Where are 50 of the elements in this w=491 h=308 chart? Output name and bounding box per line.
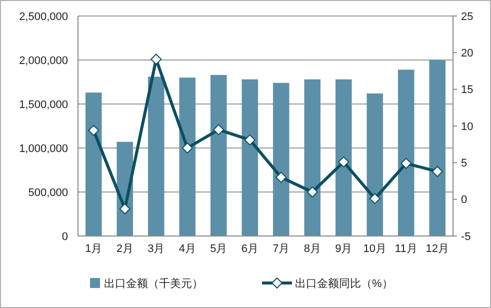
x-tick-label: 10月: [363, 243, 386, 255]
point: [306, 186, 318, 198]
bar: [210, 74, 227, 236]
point: [119, 203, 130, 214]
y-tick-label: 1,500,000: [19, 98, 68, 111]
y-tick-label: 500,000: [28, 186, 68, 199]
bar: [242, 79, 258, 236]
point: [369, 193, 380, 204]
y2-tick-label: 10: [461, 120, 474, 133]
x-tick-label: 2月: [116, 243, 134, 255]
point: [150, 54, 162, 65]
point: [432, 166, 443, 177]
y2-tick-label: 20: [461, 48, 474, 60]
point: [213, 124, 224, 136]
x-tick-label: 4月: [178, 243, 196, 255]
x-tick-label: 12月: [426, 243, 449, 255]
y-tick-label: 2,500,000: [19, 10, 68, 23]
x-tick-label: 7月: [272, 243, 290, 255]
point: [276, 172, 287, 183]
legend-label: 出口金额（千美元）: [104, 276, 203, 290]
legend-label: 出口金额同比（%）: [295, 276, 393, 290]
point: [244, 134, 256, 146]
x-tick-label: 9月: [335, 243, 352, 255]
point: [400, 158, 412, 169]
y2-tick-label: 15: [461, 84, 474, 96]
bar: [366, 93, 383, 236]
y2-tick-label: 0: [461, 194, 468, 206]
bar: [429, 60, 446, 236]
bar: [148, 76, 164, 236]
bar: [273, 82, 290, 236]
y-tick-label: 2,000,000: [19, 54, 68, 67]
y2-tick-label: -5: [461, 230, 471, 243]
bar: [398, 70, 414, 236]
bar: [304, 79, 320, 236]
y-tick-label: 0: [62, 230, 68, 243]
y-tick-label: 1,000,000: [19, 142, 68, 155]
bar: [336, 79, 352, 236]
bar: [86, 92, 102, 236]
point: [338, 156, 350, 168]
x-tick-label: 8月: [304, 243, 321, 255]
x-tick-label: 1月: [85, 243, 102, 255]
x-tick-label: 3月: [148, 243, 165, 255]
point: [182, 142, 193, 154]
point: [88, 124, 100, 136]
x-tick-label: 5月: [210, 243, 228, 255]
y2-tick-label: 25: [461, 10, 474, 23]
y2-tick-label: 5: [461, 158, 468, 170]
bar: [179, 78, 196, 236]
x-tick-label: 11月: [394, 243, 418, 255]
x-tick-label: 6月: [241, 243, 258, 255]
